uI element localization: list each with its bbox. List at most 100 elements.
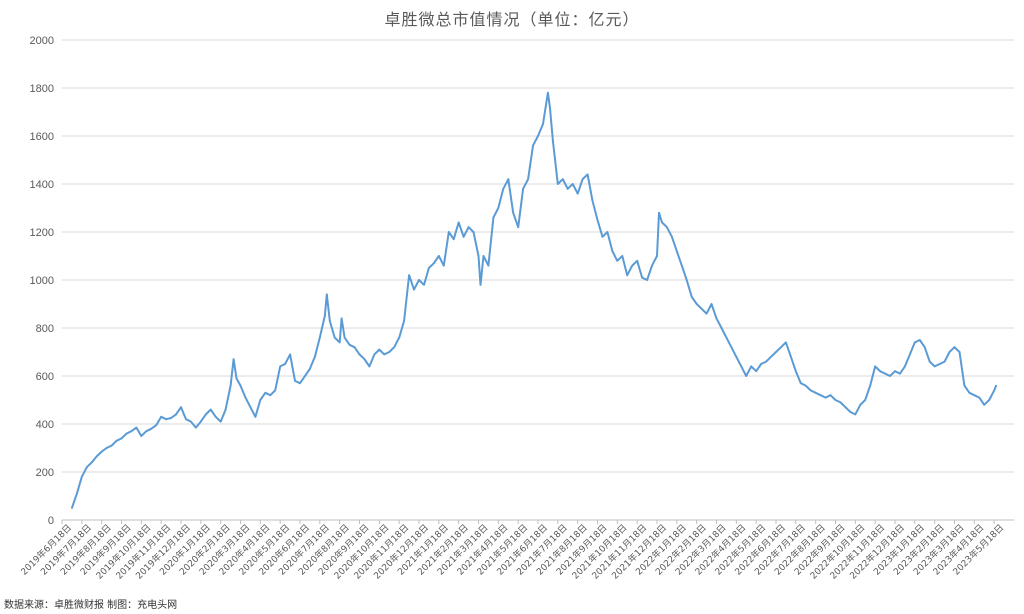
series-line-0 [70, 91, 998, 509]
data-point [190, 420, 192, 423]
data-point [948, 351, 951, 353]
data-point [799, 382, 802, 385]
data-point [794, 370, 797, 373]
data-point [532, 144, 534, 147]
data-point [479, 283, 482, 286]
data-point [700, 307, 703, 310]
data-point [502, 187, 505, 190]
y-tick-label: 800 [36, 323, 54, 335]
y-tick-label: 1000 [30, 275, 54, 287]
data-point [145, 430, 148, 433]
data-point [71, 507, 73, 509]
data-point [596, 219, 599, 221]
data-point [586, 173, 589, 176]
data-point [775, 351, 777, 353]
data-point [294, 379, 296, 382]
data-point [656, 255, 658, 257]
data-point [611, 250, 614, 253]
data-point [581, 178, 584, 181]
data-point [537, 135, 539, 137]
data-point [269, 394, 272, 397]
data-point [507, 178, 510, 181]
data-point [547, 91, 549, 94]
data-point [889, 375, 891, 377]
data-point [958, 351, 961, 353]
series-group [70, 91, 998, 509]
data-point [135, 426, 138, 429]
data-point [953, 346, 956, 349]
data-point [160, 415, 163, 418]
data-point [442, 264, 445, 267]
data-point [150, 427, 153, 430]
data-point [785, 341, 787, 344]
data-point [790, 355, 792, 358]
data-point [606, 231, 609, 233]
data-point [745, 375, 748, 377]
data-point [80, 475, 83, 478]
data-point [140, 435, 143, 437]
data-point [209, 408, 212, 411]
data-point [995, 384, 997, 387]
data-point [219, 420, 222, 423]
data-point [685, 279, 688, 281]
y-tick-label: 1800 [30, 83, 54, 95]
data-point [403, 319, 405, 322]
data-point [318, 336, 321, 339]
data-point [165, 418, 168, 421]
data-point [299, 382, 301, 385]
data-point [983, 403, 986, 406]
data-point [170, 417, 173, 419]
data-point [804, 384, 807, 387]
data-point [715, 317, 718, 320]
data-point [289, 353, 291, 356]
data-point [115, 439, 118, 442]
data-point [105, 447, 108, 449]
data-point [130, 430, 133, 433]
data-point [690, 295, 693, 298]
data-point [244, 396, 247, 399]
data-point [824, 396, 827, 399]
data-point [814, 391, 817, 394]
data-point [304, 375, 306, 377]
data-point [839, 401, 842, 404]
data-point [561, 178, 564, 181]
data-point [864, 399, 867, 401]
data-point [180, 406, 182, 409]
data-point [923, 346, 926, 349]
data-point [680, 264, 683, 267]
data-point [904, 365, 906, 368]
data-point [780, 346, 782, 349]
data-point [235, 377, 238, 380]
data-point [195, 426, 197, 429]
data-point [309, 367, 311, 370]
data-point [988, 399, 991, 401]
data-point [447, 231, 450, 233]
data-point [467, 226, 470, 229]
data-point [274, 389, 277, 392]
y-tick-label: 400 [36, 419, 54, 431]
y-tick-label: 0 [48, 515, 54, 527]
data-point [844, 406, 847, 409]
y-tick-label: 1400 [30, 179, 54, 191]
data-point [571, 183, 574, 185]
data-point [705, 312, 708, 315]
data-point [874, 365, 877, 368]
data-point [879, 370, 881, 373]
data-point [566, 187, 569, 190]
data-point [482, 255, 485, 257]
data-point [264, 391, 267, 394]
data-point [378, 348, 381, 351]
data-point [418, 279, 420, 281]
data-point [368, 365, 371, 368]
data-point [110, 444, 113, 447]
data-point [770, 355, 772, 358]
data-point [338, 341, 341, 344]
data-point [993, 389, 996, 392]
data-point [710, 303, 713, 305]
source-note: 数据来源：卓胜微财报 制图：充电头网 [4, 600, 178, 611]
data-point [651, 264, 653, 267]
data-point [854, 413, 857, 416]
data-point [626, 274, 629, 277]
data-point [433, 262, 435, 265]
